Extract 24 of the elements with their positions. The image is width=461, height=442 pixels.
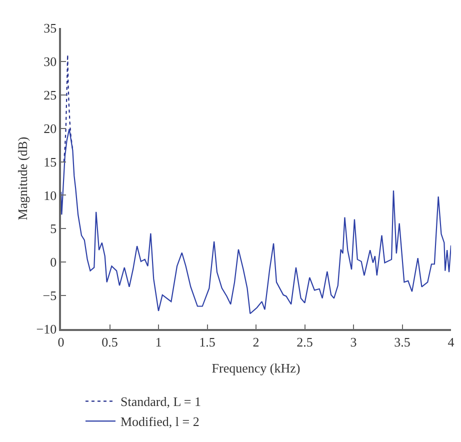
line-series [61,128,451,314]
y-axis-title: Magnitude (dB) [14,136,30,220]
x-tick-label: 1.5 [199,334,216,350]
x-tick-label: 4 [448,334,455,350]
y-tick-label: −5 [42,288,57,304]
x-axis-title: Frequency (kHz) [212,360,300,376]
legend-label: Standard, L = 1 [120,394,202,410]
y-tick-label: 35 [44,20,57,36]
x-tick-label: 3 [350,334,357,350]
line-series [63,54,74,162]
x-tick-label: 0.5 [102,334,118,350]
x-tick-label: 2 [252,334,260,350]
legend-label: Modified, l = 2 [120,414,200,430]
y-tick-label: 25 [44,87,57,102]
y-tick-label: 20 [44,120,57,136]
x-tick-label: 3.5 [394,334,410,350]
y-tick-label: 10 [44,188,57,203]
y-tick-label: 5 [50,221,57,236]
y-tick-label: 0 [50,254,57,270]
x-tick-label: 1 [155,334,162,350]
x-tick-label: 2.5 [296,334,313,350]
y-tick-label: 30 [44,54,57,69]
y-tick-label: 15 [44,154,57,170]
y-tick-label: −10 [36,322,57,337]
